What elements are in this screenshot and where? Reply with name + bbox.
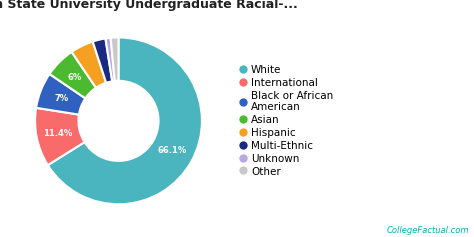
Wedge shape xyxy=(35,108,84,165)
Text: 7%: 7% xyxy=(54,94,68,103)
Legend: White, International, Black or African
American, Asian, Hispanic, Multi-Ethnic, : White, International, Black or African A… xyxy=(238,63,335,179)
Wedge shape xyxy=(72,41,106,88)
Text: 11.4%: 11.4% xyxy=(44,129,73,138)
Text: 66.1%: 66.1% xyxy=(158,146,187,155)
Wedge shape xyxy=(48,37,202,204)
Wedge shape xyxy=(105,38,115,81)
Wedge shape xyxy=(110,37,118,81)
Wedge shape xyxy=(93,38,112,83)
Text: 6%: 6% xyxy=(68,73,82,82)
Wedge shape xyxy=(36,74,85,115)
Wedge shape xyxy=(49,52,96,98)
Text: CollegeFactual.com: CollegeFactual.com xyxy=(387,226,469,235)
Title: Michigan State University Undergraduate Racial-...: Michigan State University Undergraduate … xyxy=(0,0,297,11)
